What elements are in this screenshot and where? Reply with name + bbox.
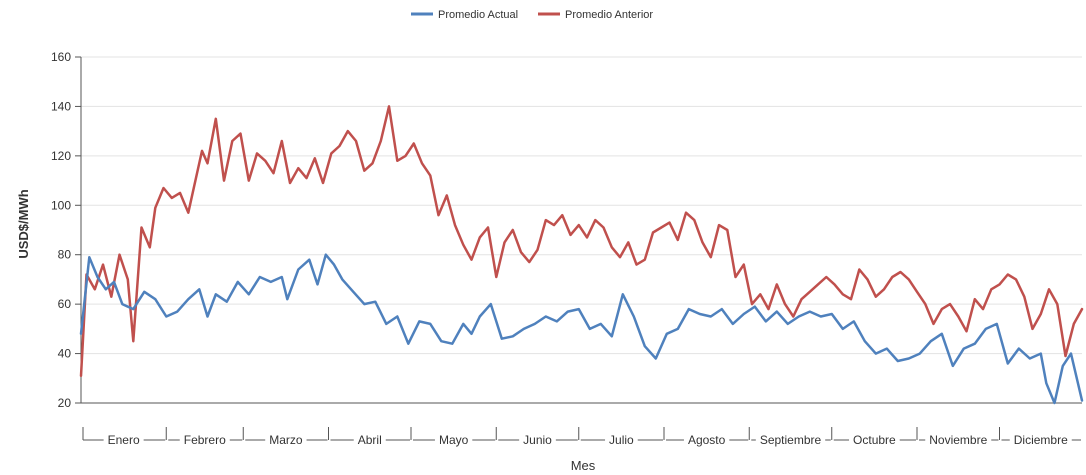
x-tick-label: Marzo [269,433,303,447]
x-axis-title: Mes [571,458,596,473]
y-tick-label: 40 [58,347,72,361]
chart-legend: Promedio Actual Promedio Anterior [411,9,653,21]
x-axis: Enero Febrero Marzo Abril Mayo Junio Julio Agos… [82,427,1081,447]
y-tick-label: 120 [51,149,71,163]
x-tick-label: Noviembre [929,433,987,447]
x-tick-label: Febrero [184,433,226,447]
legend-label-anterior: Promedio Anterior [565,9,653,21]
x-tick-label: Abril [358,433,382,447]
x-tick-label: Agosto [688,433,726,447]
x-tick-label: Mayo [439,433,469,447]
series-line-actual [79,253,1084,405]
x-tick-label: Junio [523,433,552,447]
grid-lines [81,56,1082,355]
legend-label-actual: Promedio Actual [438,9,518,21]
y-tick-label: 160 [51,50,71,64]
x-tick-label: Enero [108,433,140,447]
x-tick-label: Diciembre [1014,433,1068,447]
x-tick-label: Octubre [853,433,896,447]
y-tick-label: 80 [58,248,72,262]
data-series [79,105,1084,405]
x-tick-label: Julio [609,433,634,447]
y-tick-label: 140 [51,99,71,113]
x-tick-label: Septiembre [760,433,822,447]
y-tick-label: 20 [58,396,72,410]
y-axis-ticks: 20 40 60 80 100 120 140 160 [51,50,1082,410]
series-line-anterior [79,105,1084,378]
y-axis-title: USD$/MWh [16,189,31,258]
y-tick-label: 60 [58,297,72,311]
y-tick-label: 100 [51,198,71,212]
